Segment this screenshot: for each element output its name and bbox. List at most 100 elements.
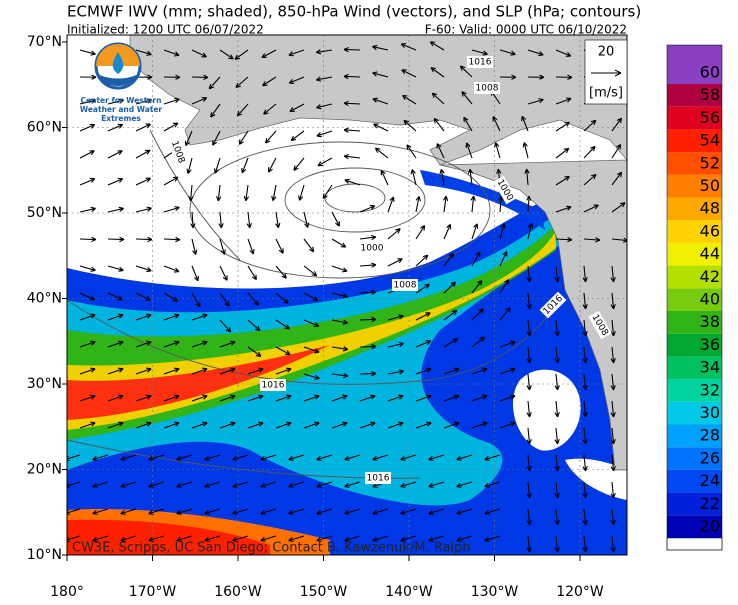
wind-vector	[583, 145, 596, 159]
wind-vector	[372, 44, 389, 51]
wind-vector	[415, 254, 429, 267]
wind-vector	[527, 74, 545, 80]
wind-vector	[232, 535, 249, 542]
colorbar-label: 42	[700, 267, 720, 286]
wind-vector	[344, 454, 361, 461]
wind-vector	[303, 211, 310, 228]
colorbar-over	[667, 45, 722, 84]
wind-vector	[238, 130, 249, 145]
wind-vector	[436, 143, 445, 159]
wind-vector	[582, 292, 588, 310]
wind-vector	[288, 49, 305, 57]
lat-label: 50°N	[27, 205, 62, 221]
lat-label: 70°N	[27, 34, 62, 50]
colorbar-under	[666, 537, 723, 551]
wind-vector	[316, 454, 333, 461]
wind-vector	[526, 319, 532, 337]
wind-vector	[401, 69, 417, 78]
wind-vector	[471, 421, 488, 429]
wind-vector	[191, 367, 208, 375]
wind-vector	[456, 481, 473, 488]
wind-vector	[498, 195, 504, 213]
colorbar-label: 34	[700, 358, 720, 377]
wind-vector	[92, 454, 109, 461]
wind-vector	[163, 206, 180, 213]
colorbar-label: 36	[700, 335, 720, 354]
wind-vector	[148, 508, 165, 515]
contour-label-bg	[167, 137, 189, 167]
wind-vector	[554, 535, 560, 553]
wind-vector	[135, 123, 151, 132]
wind-vector	[275, 211, 281, 229]
wind-vector	[456, 454, 473, 461]
wind-vectors	[67, 35, 627, 555]
wind-vector	[456, 535, 473, 542]
wind-vector	[289, 103, 305, 113]
wind-vector	[216, 184, 222, 202]
colorbar-swatch	[667, 197, 722, 221]
wind-vector	[343, 127, 361, 133]
wind-vector	[163, 292, 179, 302]
wind-vector	[92, 508, 109, 515]
wind-vector	[247, 367, 264, 375]
wind-vector	[331, 292, 348, 299]
contour	[149, 129, 241, 261]
wind-vector	[120, 481, 137, 488]
wind-vector	[316, 535, 333, 542]
contour-label: 1016	[262, 381, 285, 391]
wind-vector	[387, 421, 404, 429]
wind-vector	[191, 265, 199, 282]
wind-vector	[232, 454, 249, 461]
colorbar-label: 20	[700, 517, 720, 536]
wind-vector	[135, 367, 152, 375]
wind-vector	[247, 238, 255, 255]
wind-vector	[410, 169, 417, 186]
wind-vector	[344, 481, 361, 488]
wind-vector	[387, 228, 401, 240]
wind-vector	[400, 454, 417, 461]
wind-vector	[163, 236, 181, 243]
logo-wave	[98, 74, 138, 86]
wind-vector	[344, 535, 361, 542]
wind-vector	[184, 130, 193, 147]
contour	[324, 183, 386, 213]
wind-vector	[315, 76, 333, 82]
wind-vector	[204, 535, 221, 542]
colorbar-swatch	[667, 106, 722, 130]
contour-label: 1016	[469, 58, 492, 68]
wind-vector	[264, 130, 277, 144]
wind-vector	[415, 340, 432, 348]
axis-labels: 70°N 60°N 50°N 40°N 30°N 20°N 10°N 180° 170°W 160…	[27, 34, 604, 600]
wind-vector	[191, 292, 201, 308]
wind-vector	[163, 421, 180, 429]
wind-vector	[499, 223, 506, 240]
wind-vector	[415, 225, 426, 240]
colorbar-swatch	[667, 492, 722, 516]
wind-vector	[79, 74, 97, 80]
colorbar-label: 52	[700, 153, 720, 172]
wind-vector	[611, 117, 623, 132]
colorbar-label: 58	[700, 85, 720, 104]
wind-vector	[210, 103, 221, 118]
wind-vector	[582, 373, 588, 391]
wind-vector	[247, 319, 261, 332]
wind-vector	[521, 115, 529, 132]
lon-label: 120°W	[556, 584, 604, 600]
wind-vector	[163, 367, 180, 375]
wind-vector	[456, 508, 473, 515]
wind-vector	[191, 394, 208, 402]
wind-vector	[163, 122, 179, 132]
wind-vector	[275, 367, 292, 375]
wind-vector	[247, 346, 262, 357]
wind-vector	[555, 205, 572, 213]
wind-vector	[402, 94, 417, 105]
valid-time: F-60: Valid: 0000 UTC 06/10/2022	[425, 23, 627, 37]
lat-label: 60°N	[27, 120, 62, 136]
wind-vector	[526, 292, 532, 310]
contour-label-bg	[539, 291, 567, 319]
wind-vector	[163, 313, 180, 321]
wind-vector	[554, 400, 560, 418]
colorbar-label: 40	[700, 290, 720, 309]
contour-label-bg	[359, 242, 385, 254]
wind-vector	[79, 292, 95, 301]
